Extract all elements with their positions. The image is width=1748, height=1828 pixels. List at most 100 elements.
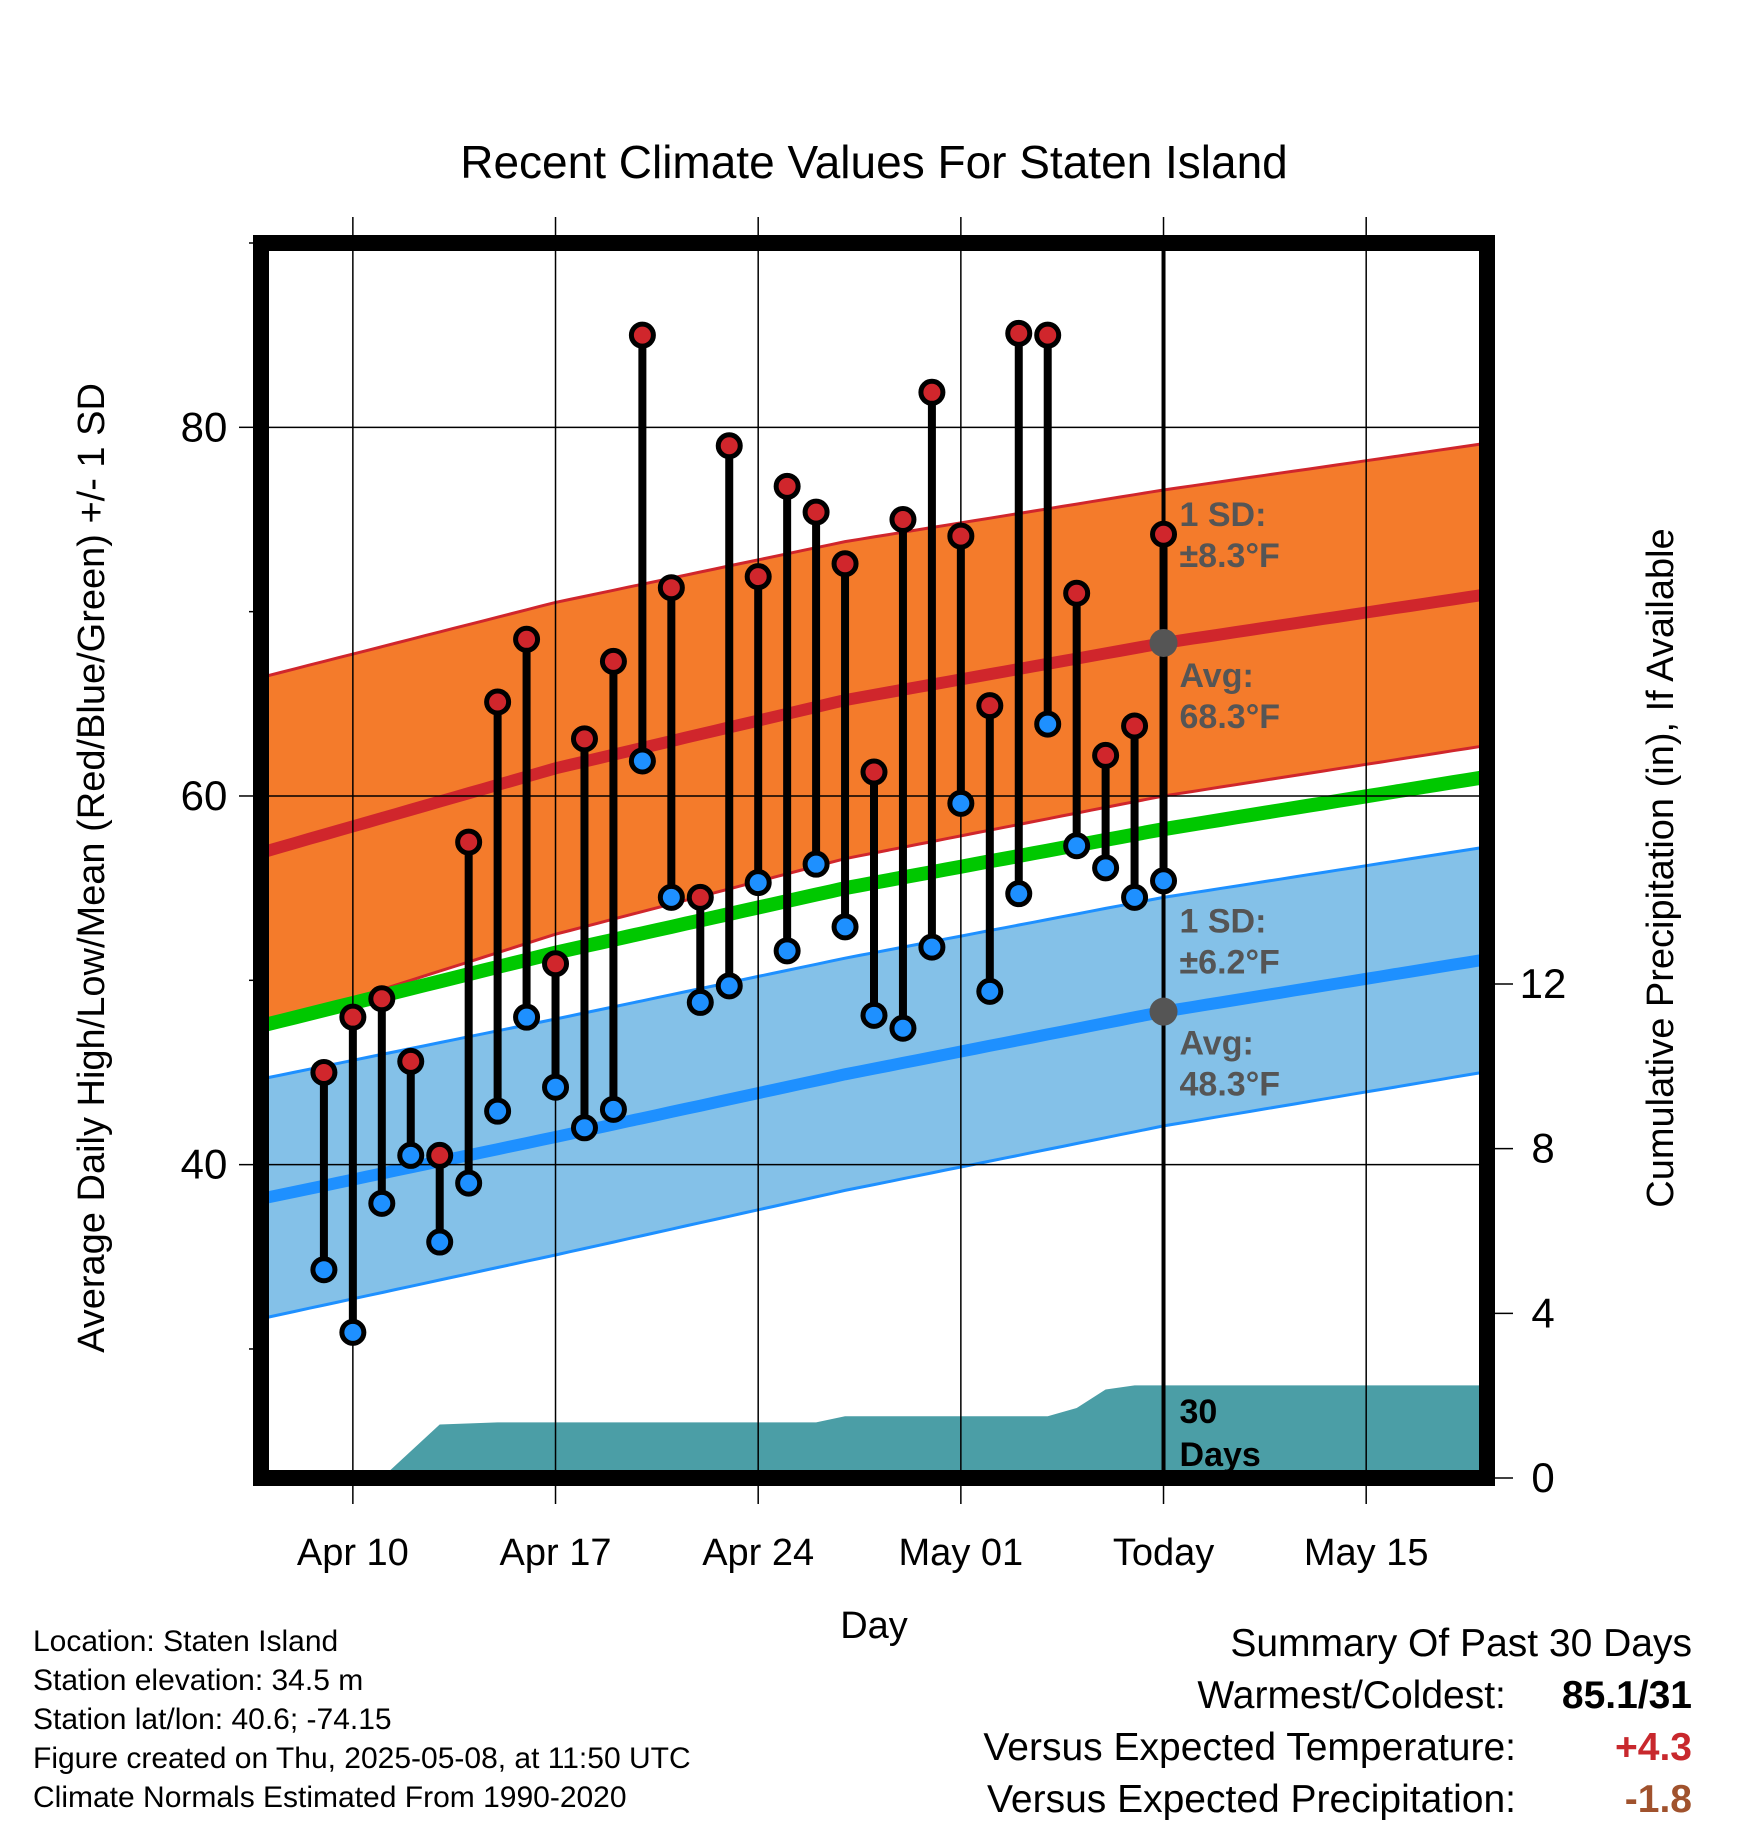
summary-precip: Versus Expected Precipitation: -1.8: [983, 1774, 1692, 1826]
daily-high-point: [484, 688, 512, 716]
y2-tick-label: 12: [1520, 960, 1567, 1007]
daily-low-point: [831, 913, 859, 941]
chart-title: Recent Climate Values For Staten Island: [460, 136, 1288, 188]
daily-high-point: [599, 647, 627, 675]
daily-high-point: [628, 321, 656, 349]
annotation-precip-days-line2: Days: [1180, 1436, 1261, 1474]
daily-low-point: [947, 789, 975, 817]
annotation-high-avg-value: 68.3°F: [1180, 698, 1281, 736]
daily-high-point: [570, 725, 598, 753]
daily-low-point: [628, 747, 656, 775]
y-axis-label: Average Daily High/Low/Mean (Red/Blue/Gr…: [71, 383, 113, 1353]
daily-high-point: [802, 498, 830, 526]
high-band-upper-edge: [265, 442, 1483, 678]
y-tick-label: 40: [181, 1141, 228, 1188]
daily-high-point: [744, 563, 772, 591]
warmest-coldest-value: 85.1/31: [1561, 1674, 1692, 1717]
daily-high-point: [1092, 741, 1120, 769]
y-tick-label: 60: [181, 772, 228, 819]
precip-cumulative-area: [352, 1385, 1482, 1478]
daily-high-point: [715, 432, 743, 460]
elevation-text: Station elevation: 34.5 m: [33, 1664, 364, 1697]
y2-axis-label: Cumulative Precipitation (in), If Availa…: [1640, 528, 1682, 1207]
daily-high-point: [426, 1141, 454, 1169]
normal-high-line: [264, 589, 1483, 858]
daily-high-point: [1034, 321, 1062, 349]
daily-high-point: [455, 828, 483, 856]
precip-vs-expected-label: Versus Expected Precipitation:: [987, 1778, 1516, 1821]
daily-low-point: [744, 869, 772, 897]
daily-high-point: [513, 625, 541, 653]
annotation-low-avg-label: Avg:: [1180, 1025, 1254, 1063]
daily-low-point: [339, 1318, 367, 1346]
annotation-low-sd-label: 1 SD:: [1180, 902, 1267, 940]
daily-high-point: [397, 1047, 425, 1075]
annotation-low-sd-value: ±6.2°F: [1180, 943, 1280, 981]
location-text: Location: Staten Island: [33, 1625, 339, 1658]
daily-high-point: [1150, 520, 1178, 548]
daily-low-point: [715, 972, 743, 1000]
daily-high-point: [1005, 319, 1033, 347]
annotation-high-sd-label: 1 SD:: [1180, 496, 1267, 534]
daily-high-point: [339, 1003, 367, 1031]
daily-high-point: [1121, 712, 1149, 740]
summary-warmest-coldest: Warmest/Coldest: 85.1/31: [983, 1670, 1692, 1722]
daily-low-point: [802, 850, 830, 878]
low-sd-band: [266, 847, 1482, 1318]
latlon-text: Station lat/lon: 40.6; -74.15: [33, 1703, 392, 1736]
annotation-precip-days-line1: 30: [1180, 1393, 1218, 1431]
daily-low-point: [1005, 880, 1033, 908]
summary-panel: Summary Of Past 30 Days Warmest/Coldest:…: [983, 1618, 1692, 1826]
high-sd-band: [266, 443, 1482, 1027]
created-text: Figure created on Thu, 2025-05-08, at 11…: [33, 1742, 691, 1775]
x-tick-label: Apr 17: [500, 1532, 612, 1574]
y2-tick-label: 8: [1531, 1125, 1554, 1172]
station-info: Location: Staten Island Station elevatio…: [33, 1622, 691, 1817]
daily-low-point: [368, 1189, 396, 1217]
daily-high-point: [831, 550, 859, 578]
daily-high-point: [947, 522, 975, 550]
x-tick-label: Apr 10: [297, 1532, 409, 1574]
summary-temp: Versus Expected Temperature: +4.3: [983, 1722, 1692, 1774]
normals-text: Climate Normals Estimated From 1990-2020: [33, 1781, 627, 1814]
daily-high-point: [860, 758, 888, 786]
daily-high-point: [976, 692, 1004, 720]
today-normal-low-marker: [1149, 997, 1178, 1026]
daily-high-point: [542, 950, 570, 978]
daily-low-point: [918, 933, 946, 961]
daily-high-point: [918, 378, 946, 406]
daily-high-point: [773, 472, 801, 500]
summary-title: Summary Of Past 30 Days: [1230, 1622, 1692, 1665]
precip-vs-expected-value: -1.8: [1624, 1778, 1692, 1821]
daily-high-point: [686, 883, 714, 911]
daily-low-point: [570, 1114, 598, 1142]
today-normal-high-marker: [1149, 628, 1178, 657]
warmest-coldest-label: Warmest/Coldest:: [1197, 1674, 1506, 1717]
y2-tick-label: 0: [1531, 1454, 1554, 1501]
annotation-high-sd-value: ±8.3°F: [1180, 537, 1280, 575]
daily-low-point: [686, 988, 714, 1016]
annotation-high-avg-label: Avg:: [1180, 657, 1254, 695]
daily-low-point: [976, 977, 1004, 1005]
daily-low-point: [310, 1256, 338, 1284]
daily-low-point: [484, 1097, 512, 1125]
daily-low-point: [773, 937, 801, 965]
daily-low-point: [426, 1228, 454, 1256]
daily-low-point: [1121, 883, 1149, 911]
daily-high-point: [1063, 579, 1091, 607]
daily-high-point: [657, 574, 685, 602]
daily-high-point: [889, 505, 917, 533]
x-tick-label: May 15: [1304, 1532, 1429, 1574]
temp-vs-expected-label: Versus Expected Temperature:: [983, 1726, 1516, 1769]
daily-low-point: [860, 1001, 888, 1029]
x-tick-label: May 01: [899, 1532, 1024, 1574]
daily-low-point: [397, 1141, 425, 1169]
y-tick-label: 80: [181, 403, 228, 450]
x-tick-label: Apr 24: [702, 1532, 814, 1574]
daily-low-point: [889, 1014, 917, 1042]
daily-low-point: [455, 1169, 483, 1197]
daily-low-point: [657, 883, 685, 911]
plot-frame: [253, 235, 1495, 1486]
